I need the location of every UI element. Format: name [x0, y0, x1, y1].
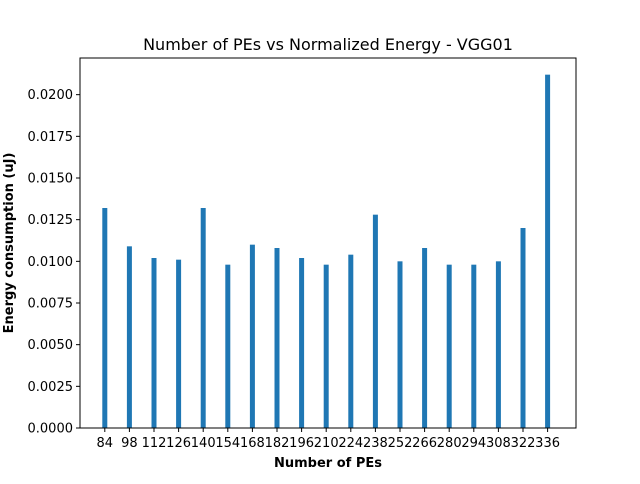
- bar-224: [348, 254, 354, 428]
- x-tick-label: 238: [363, 436, 388, 451]
- x-tick-label: 294: [461, 436, 486, 451]
- bar-252: [397, 261, 403, 428]
- x-tick-label: 308: [486, 436, 511, 451]
- x-tick-label: 210: [314, 436, 339, 451]
- x-tick-label: 112: [142, 436, 167, 451]
- x-tick-label: 84: [97, 436, 114, 451]
- x-tick-label: 266: [412, 436, 437, 451]
- x-tick-label: 336: [535, 436, 560, 451]
- x-tick-label: 168: [240, 436, 265, 451]
- plot-frame: [79, 57, 577, 429]
- y-axis-label: Energy consumption (uJ): [2, 153, 17, 334]
- x-tick-label: 154: [215, 436, 240, 451]
- bar-322: [520, 228, 526, 428]
- x-tick-label: 252: [388, 436, 413, 451]
- x-tick-label: 98: [121, 436, 138, 451]
- bar-308: [495, 261, 501, 428]
- x-tick-label: 224: [338, 436, 363, 451]
- plot-area: [102, 74, 551, 429]
- y-tick-label: 0.0125: [28, 213, 74, 228]
- x-tick-label: 322: [511, 436, 536, 451]
- bar-238: [372, 214, 378, 428]
- x-axis-label: Number of PEs: [274, 456, 382, 471]
- chart-title: Number of PEs vs Normalized Energy - VGG…: [143, 35, 513, 54]
- bar-112: [151, 258, 157, 428]
- bar-294: [471, 264, 477, 428]
- bar-336: [545, 74, 551, 429]
- y-tick-label: 0.0150: [28, 172, 74, 187]
- bar-154: [225, 264, 231, 428]
- bar-266: [422, 248, 428, 428]
- x-tick-label: 126: [166, 436, 191, 451]
- x-axis: 84 98 112 126 140 154 168 182 196 210 224 238 252 266…: [97, 428, 560, 451]
- y-tick-label: 0.0000: [28, 422, 74, 437]
- x-tick-label: 182: [265, 436, 290, 451]
- x-tick-label: 280: [437, 436, 462, 451]
- y-tick-label: 0.0075: [28, 297, 74, 312]
- bar-196: [299, 258, 305, 428]
- y-tick-label: 0.0050: [28, 338, 74, 353]
- y-tick-label: 0.0200: [28, 88, 74, 103]
- bar-280: [446, 264, 452, 428]
- bar-98: [126, 246, 132, 428]
- y-tick-label: 0.0100: [28, 255, 74, 270]
- x-tick-label: 196: [289, 436, 314, 451]
- bar-140: [200, 208, 206, 428]
- y-tick-label: 0.0175: [28, 130, 74, 145]
- bar-126: [176, 259, 182, 428]
- bar-168: [249, 244, 255, 428]
- x-tick-label: 140: [191, 436, 216, 451]
- bar-84: [102, 208, 108, 428]
- y-tick-label: 0.0025: [28, 380, 74, 395]
- bar-210: [323, 264, 329, 428]
- bar-182: [274, 248, 280, 428]
- y-axis: 0.0000 0.0025 0.0050 0.0075 0.0100 0.0125 0.01…: [28, 88, 80, 437]
